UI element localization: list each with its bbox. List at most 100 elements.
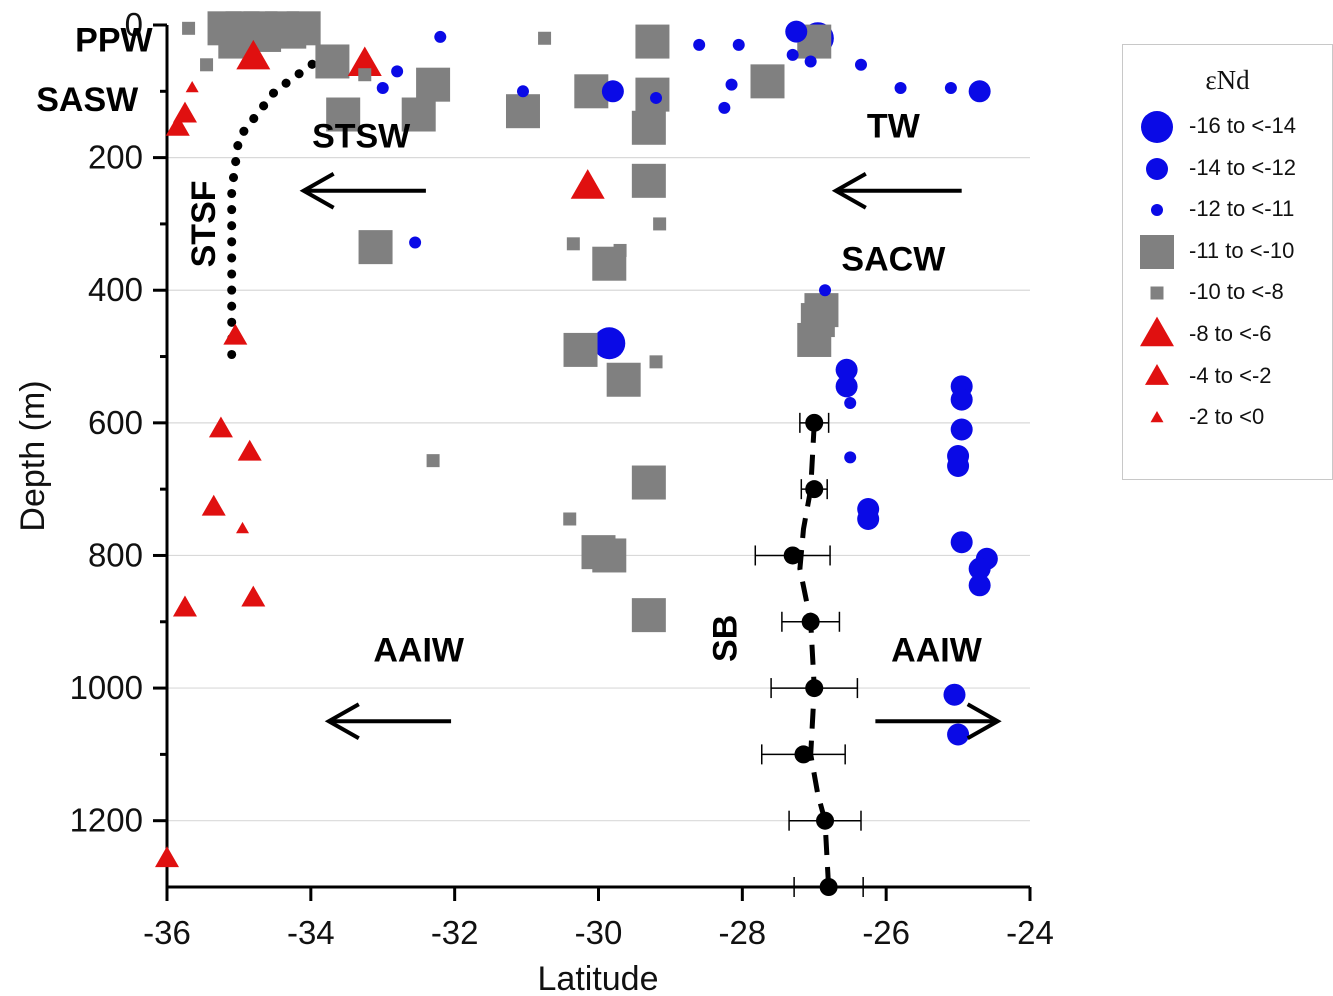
data-point [409, 236, 422, 249]
data-point [631, 598, 666, 633]
y-axis-title: Depth (m) [14, 380, 52, 531]
legend-item: -2 to <0 [1123, 398, 1332, 438]
data-point [566, 237, 580, 251]
data-point [844, 451, 857, 464]
water-mass-label: TW [867, 108, 921, 146]
y-tick-label: 200 [88, 139, 143, 176]
data-point [172, 595, 197, 617]
data-point [182, 21, 196, 35]
legend-marker [1140, 234, 1174, 269]
data-point [950, 531, 973, 554]
legend-label: -2 to <0 [1189, 404, 1265, 430]
water-mass-label: AAIW [373, 632, 465, 670]
stsf-line [227, 50, 330, 365]
water-mass-label: SASW [36, 81, 139, 119]
data-point [347, 46, 382, 77]
x-tick-label: -28 [718, 914, 766, 951]
data-point [857, 507, 880, 530]
legend-label: -12 to <-11 [1189, 196, 1295, 222]
legend-marker [1140, 316, 1174, 347]
y-tick-label: 1000 [70, 669, 143, 706]
data-point [200, 58, 214, 72]
data-point [750, 64, 785, 99]
legend-title: εNd [1205, 65, 1250, 95]
data-point [358, 68, 372, 82]
data-point [592, 538, 627, 573]
legend-marker [1145, 363, 1169, 385]
legend: εNd -16 to <-14 -14 to <-12 -12 to <-11 -11… [1122, 44, 1333, 480]
data-point [505, 94, 540, 129]
legend-label: -16 to <-14 [1189, 113, 1297, 138]
legend-marker [1151, 204, 1163, 217]
data-point [563, 332, 598, 367]
data-point [570, 169, 605, 199]
data-point [653, 217, 667, 231]
legend-item: -10 to <-8 [1123, 273, 1332, 313]
data-points [155, 11, 998, 868]
x-tick-label: -26 [862, 914, 910, 951]
legend-symbol [1140, 316, 1174, 347]
data-point [819, 284, 832, 297]
legend-marker [1146, 157, 1168, 180]
data-point [401, 97, 436, 132]
legend-label: -4 to <-2 [1189, 362, 1272, 388]
y-tick-label: 1200 [70, 802, 143, 839]
data-point [950, 388, 973, 411]
legend-label: -11 to <-10 [1189, 237, 1295, 263]
data-point [593, 327, 626, 360]
data-point [613, 243, 627, 257]
tick-labels: 0 200 400 600 800 1000 1200 -36 -34 -32 -30 -28 -26 -… [70, 6, 1054, 951]
tick-marks [153, 23, 1032, 901]
legend-symbol [1140, 234, 1174, 269]
data-point [208, 416, 233, 438]
arrow-head [299, 172, 335, 210]
data-point [516, 85, 529, 98]
x-tick-label: -30 [575, 914, 623, 951]
legend-symbol [1150, 286, 1164, 300]
sb-point [819, 878, 838, 896]
data-point [943, 683, 966, 706]
data-point [631, 110, 666, 145]
data-point [241, 585, 266, 607]
data-point [835, 358, 858, 381]
arrow-head [966, 702, 1002, 740]
legend-item: -12 to <-11 [1123, 190, 1332, 230]
data-point [718, 101, 731, 114]
data-point [844, 396, 857, 409]
data-point [416, 67, 451, 102]
data-point [968, 557, 991, 580]
data-point [854, 58, 867, 71]
legend-marker [1150, 286, 1164, 300]
legend-label: -8 to <-6 [1189, 321, 1272, 346]
data-point [649, 355, 663, 369]
data-point [376, 81, 389, 94]
sb-line [797, 422, 832, 888]
axes [165, 25, 1030, 889]
water-mass-label: SB [706, 615, 744, 662]
sb-point [816, 811, 835, 830]
legend-item: -8 to <-6 [1123, 315, 1332, 355]
data-point [968, 80, 991, 103]
data-point [894, 81, 907, 94]
y-tick-label: 600 [88, 404, 143, 441]
data-point [950, 418, 973, 441]
sb-point [805, 480, 824, 499]
data-point [835, 375, 858, 398]
sb-point [783, 546, 802, 565]
sb-point [805, 679, 824, 698]
data-point [272, 14, 307, 49]
sb-point [805, 413, 824, 432]
data-point [635, 24, 670, 59]
legend-symbol [1151, 204, 1163, 217]
data-point [221, 21, 235, 35]
data-point [732, 38, 745, 51]
data-point [968, 574, 991, 597]
data-point [391, 65, 404, 78]
data-point [944, 81, 957, 94]
legend-marker [1141, 111, 1173, 143]
data-point [785, 20, 808, 43]
data-point [631, 163, 666, 198]
data-point [804, 55, 817, 68]
x-tick-label: -32 [431, 914, 479, 951]
